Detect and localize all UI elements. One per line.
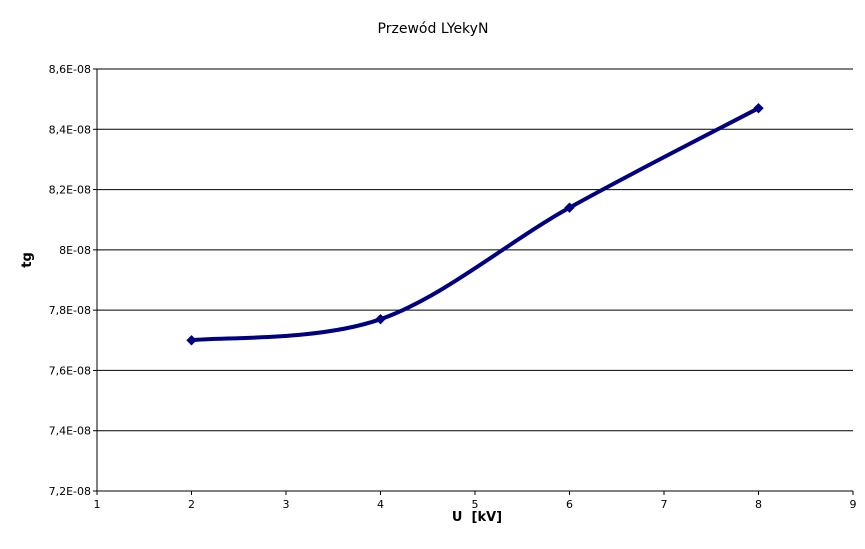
y-axis-label: tg xyxy=(20,252,35,268)
y-tick-label: 8,2E-08 xyxy=(49,184,91,197)
y-tick-label: 8E-08 xyxy=(59,244,91,257)
series-line xyxy=(191,106,760,343)
x-tick-label: 9 xyxy=(850,498,857,511)
data-point-marker xyxy=(753,102,764,114)
x-tick-label: 1 xyxy=(94,498,101,511)
y-tick-label: 8,6E-08 xyxy=(49,63,91,76)
x-tick-label: 5 xyxy=(472,498,479,511)
y-tick-label: 7,8E-08 xyxy=(49,304,91,317)
x-tick-label: 7 xyxy=(661,498,668,511)
x-tick-label: 2 xyxy=(188,498,195,511)
chart-title: Przewód LYekyN xyxy=(378,21,489,37)
y-tick-label: 8,4E-08 xyxy=(49,123,91,136)
data-point-marker xyxy=(186,335,197,346)
grid-lines xyxy=(97,68,853,492)
axes xyxy=(93,68,854,495)
series-group xyxy=(186,102,764,346)
x-axis-label: U [kV] xyxy=(452,510,502,525)
y-tick-label: 7,4E-08 xyxy=(49,425,91,438)
x-tick-labels: 1 2 3 4 5 6 7 8 9 xyxy=(94,498,857,511)
x-tick-label: 4 xyxy=(377,498,384,511)
y-tick-labels: 7,2E-08 7,4E-08 7,6E-08 7,8E-08 8E-08 8,2E-08… xyxy=(49,63,91,498)
y-tick-label: 7,6E-08 xyxy=(49,364,91,377)
x-tick-label: 6 xyxy=(566,498,573,511)
x-tick-label: 8 xyxy=(755,498,762,511)
data-point-marker xyxy=(375,313,386,325)
y-tick-label: 7,2E-08 xyxy=(49,485,91,498)
data-point-marker xyxy=(564,202,575,213)
x-tick-label: 3 xyxy=(283,498,290,511)
